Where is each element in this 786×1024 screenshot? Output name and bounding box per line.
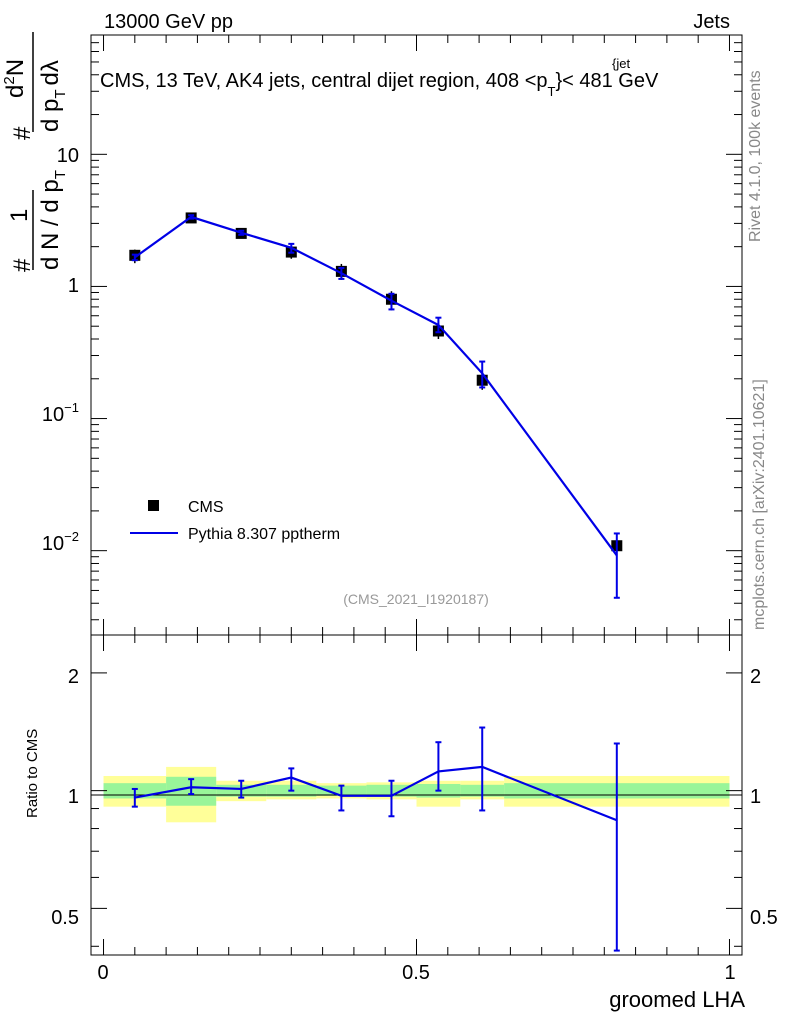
category-label: Jets [693, 11, 730, 33]
y-label-hash1: # [9, 258, 36, 272]
plot-title-sub: T [548, 84, 556, 99]
y-axis-label-ratio: Ratio to CMS [24, 729, 41, 818]
plot-title-sup: {jet [612, 56, 630, 71]
y-label-dpT-sub: T [52, 89, 69, 98]
y-label-N: N [2, 59, 29, 76]
y-label-d: d [2, 85, 29, 98]
x-tick-label-0p5: 0.5 [402, 962, 430, 984]
legend-label-mc: Pythia 8.307 pptherm [188, 526, 340, 543]
plot-title: CMS, 13 TeV, AK4 jets, central dijet reg… [100, 70, 659, 99]
ratio-ticks [91, 635, 742, 955]
ratio-tick-label-right-1: 1 [750, 786, 761, 808]
ratio-panel: 2 1 0.5 2 1 0.5 [51, 634, 778, 956]
ratio-tick-label-right-2: 2 [750, 666, 761, 688]
tick-label-0p1: 10−1 [42, 400, 79, 426]
legend: CMS Pythia 8.307 pptherm [130, 499, 340, 543]
tick-label-0p01-exp: −2 [64, 529, 79, 544]
plot-title-main: CMS, 13 TeV, AK4 jets, central dijet reg… [100, 70, 548, 92]
y-label-sup: 2 [1, 76, 18, 84]
tick-label-10: 10 [57, 145, 79, 167]
legend-marker-data [148, 500, 159, 511]
plot-title-tail: }< 481 GeV [555, 70, 659, 92]
y-label-dpT-text: d p [37, 99, 64, 132]
legend-label-data: CMS [188, 499, 224, 516]
tick-label-0p1-exp: −1 [64, 400, 79, 415]
y-axis-label-top: # 1 d N / d pT # d2N d pTdλ [1, 32, 69, 272]
y-label-dN-text: d N / d p [37, 179, 64, 270]
x-axis-label: groomed LHA [609, 987, 745, 1012]
mcplots-label: mcplots.cern.ch [arXiv:2401.10621] [751, 379, 768, 630]
y-label-one: 1 [6, 209, 33, 222]
x-tick-label-0: 0 [97, 962, 108, 984]
tick-label-0p01: 10−2 [42, 529, 79, 555]
y-label-d2N: d2N [1, 59, 29, 98]
analysis-id: (CMS_2021_I1920187) [343, 591, 489, 607]
x-tick-label-1: 1 [724, 962, 735, 984]
main-panel-frame [90, 34, 743, 636]
ratio-marks [131, 726, 620, 952]
tick-label-1: 1 [68, 275, 79, 297]
ratio-tick-label-left-1: 1 [68, 786, 79, 808]
tick-label-0p1-base: 10 [42, 404, 64, 426]
y-label-dN-sub: T [52, 170, 69, 179]
main-ticks [91, 34, 742, 635]
rivet-label: Rivet 4.1.0, 100k events [747, 70, 764, 242]
ratio-tick-label-left-2: 2 [68, 666, 79, 688]
y-label-dN: d N / d pT [37, 170, 69, 270]
y-label-hash2: # [9, 126, 36, 140]
main-panel: 10 1 10−1 10−2 (CMS_2021_I1920187) CMS P… [42, 34, 743, 636]
main-marks [129, 212, 623, 599]
y-label-dpT: d pTdλ [37, 60, 69, 132]
ratio-tick-label-right-0p5: 0.5 [750, 907, 778, 929]
energy-label: 13000 GeV pp [104, 11, 233, 33]
y-label-dlambda: dλ [37, 60, 64, 85]
tick-label-0p01-base: 10 [42, 533, 64, 555]
ratio-tick-label-left-0p5: 0.5 [51, 907, 79, 929]
